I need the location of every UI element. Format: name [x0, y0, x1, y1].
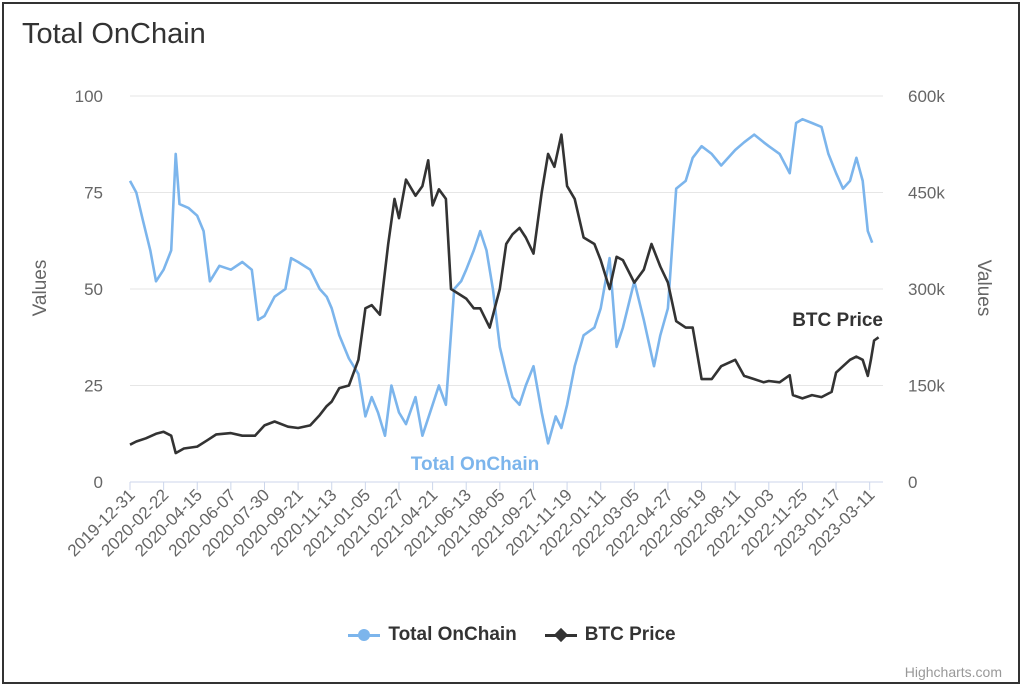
grid-lines	[130, 95, 883, 483]
legend-item-total-onchain[interactable]: Total OnChain	[348, 624, 517, 646]
right-tick-label: 600k	[908, 87, 945, 106]
left-tick-label: 0	[94, 473, 103, 492]
left-tick-label: 100	[75, 87, 103, 106]
legend-label-total-onchain: Total OnChain	[388, 624, 517, 645]
series-lines	[128, 117, 880, 455]
legend-circle-icon	[348, 628, 381, 642]
legend-item-btc-price[interactable]: BTC Price	[544, 624, 676, 646]
series-line-btc-price	[129, 133, 880, 455]
right-tick-label: 0	[908, 473, 917, 492]
legend-diamond-icon	[544, 627, 577, 643]
legend: Total OnChain BTC Price	[0, 624, 1024, 646]
series-line-total-onchain	[128, 117, 874, 445]
right-axis-title: Values	[973, 260, 994, 317]
x-axis-ticks: 2019-12-312020-02-222020-04-152020-06-07…	[64, 482, 879, 560]
left-axis-ticks: 0 25 50 75 100	[75, 87, 103, 492]
left-tick-label: 50	[84, 280, 103, 299]
legend-label-btc-price: BTC Price	[584, 624, 676, 645]
right-tick-label: 300k	[908, 280, 945, 299]
right-tick-label: 150k	[908, 377, 945, 396]
series-label-total-onchain: Total OnChain	[411, 454, 539, 475]
highcharts-credit[interactable]: Highcharts.com	[904, 664, 1002, 680]
right-axis-ticks: 0 150k 300k 450k 600k	[908, 87, 945, 492]
left-tick-label: 25	[84, 377, 103, 396]
right-tick-label: 450k	[908, 184, 945, 203]
left-axis-title: Values	[30, 260, 51, 317]
chart-title: Total OnChain	[22, 18, 206, 50]
series-label-btc-price: BTC Price	[792, 310, 883, 331]
left-tick-label: 75	[84, 184, 103, 203]
